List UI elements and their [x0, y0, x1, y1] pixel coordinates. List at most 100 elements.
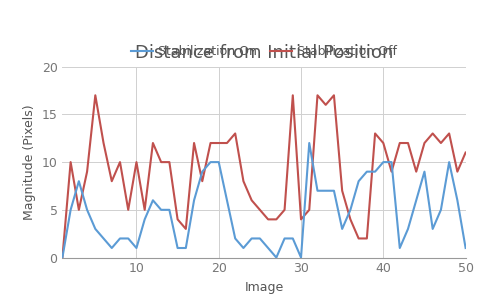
- Stabilization On: [372, 170, 378, 173]
- Line: Stabilization On: Stabilization On: [62, 143, 466, 258]
- Stabilization On: [323, 189, 329, 193]
- Stabilization Off: [306, 208, 312, 211]
- Stabilization Off: [175, 218, 180, 221]
- Stabilization On: [397, 246, 403, 250]
- Stabilization Off: [265, 218, 271, 221]
- Stabilization Off: [208, 141, 214, 145]
- Stabilization On: [191, 198, 197, 202]
- Stabilization On: [60, 256, 65, 259]
- Stabilization Off: [232, 132, 238, 135]
- Stabilization On: [356, 179, 361, 183]
- Stabilization On: [68, 208, 73, 211]
- Stabilization On: [282, 237, 288, 240]
- Stabilization On: [232, 237, 238, 240]
- Stabilization On: [413, 198, 419, 202]
- Stabilization On: [158, 208, 164, 211]
- Stabilization Off: [199, 179, 205, 183]
- Stabilization Off: [298, 218, 304, 221]
- Stabilization Off: [356, 237, 361, 240]
- Stabilization Off: [257, 208, 263, 211]
- Stabilization Off: [274, 218, 279, 221]
- Stabilization On: [446, 160, 452, 164]
- Stabilization On: [265, 246, 271, 250]
- Stabilization On: [421, 170, 427, 173]
- Stabilization Off: [101, 141, 107, 145]
- Stabilization Off: [405, 141, 411, 145]
- Stabilization On: [109, 246, 115, 250]
- Stabilization Off: [323, 103, 329, 107]
- Stabilization On: [290, 237, 296, 240]
- Stabilization Off: [314, 93, 320, 97]
- Stabilization On: [117, 237, 123, 240]
- Stabilization Off: [446, 132, 452, 135]
- Stabilization On: [306, 141, 312, 145]
- Stabilization Off: [150, 141, 156, 145]
- Stabilization Off: [216, 141, 222, 145]
- Stabilization On: [430, 227, 435, 231]
- Stabilization Off: [364, 237, 370, 240]
- Stabilization On: [183, 246, 189, 250]
- Stabilization Off: [60, 256, 65, 259]
- Stabilization On: [455, 198, 460, 202]
- Y-axis label: Magnitude (Pixels): Magnitude (Pixels): [23, 104, 36, 220]
- Stabilization On: [208, 160, 214, 164]
- Stabilization Off: [133, 160, 139, 164]
- Stabilization On: [133, 246, 139, 250]
- Stabilization On: [298, 256, 304, 259]
- Stabilization Off: [290, 93, 296, 97]
- Stabilization On: [438, 208, 444, 211]
- Stabilization On: [364, 170, 370, 173]
- Stabilization Off: [249, 198, 254, 202]
- Stabilization On: [175, 246, 180, 250]
- Stabilization On: [93, 227, 98, 231]
- Stabilization On: [224, 198, 230, 202]
- Stabilization On: [216, 160, 222, 164]
- Stabilization Off: [389, 170, 395, 173]
- Legend: Stabilization On, Stabilization Off: Stabilization On, Stabilization Off: [126, 41, 402, 63]
- Stabilization On: [314, 189, 320, 193]
- Stabilization Off: [397, 141, 403, 145]
- Stabilization On: [76, 179, 82, 183]
- Stabilization On: [240, 246, 246, 250]
- Stabilization Off: [372, 132, 378, 135]
- Stabilization Off: [430, 132, 435, 135]
- Line: Stabilization Off: Stabilization Off: [62, 95, 466, 258]
- Stabilization Off: [413, 170, 419, 173]
- Stabilization On: [84, 208, 90, 211]
- Stabilization Off: [282, 208, 288, 211]
- Stabilization On: [331, 189, 337, 193]
- Stabilization On: [348, 208, 353, 211]
- Stabilization Off: [240, 179, 246, 183]
- Stabilization Off: [76, 208, 82, 211]
- Stabilization Off: [167, 160, 172, 164]
- Stabilization Off: [421, 141, 427, 145]
- Stabilization On: [274, 256, 279, 259]
- Stabilization Off: [381, 141, 386, 145]
- Stabilization Off: [331, 93, 337, 97]
- Title: Distance from Initial Position: Distance from Initial Position: [135, 44, 393, 62]
- Stabilization Off: [339, 189, 345, 193]
- Stabilization On: [101, 237, 107, 240]
- Stabilization Off: [93, 93, 98, 97]
- Stabilization On: [167, 208, 172, 211]
- Stabilization Off: [158, 160, 164, 164]
- Stabilization Off: [109, 179, 115, 183]
- X-axis label: Image: Image: [244, 281, 284, 294]
- Stabilization Off: [142, 208, 147, 211]
- Stabilization Off: [438, 141, 444, 145]
- Stabilization On: [125, 237, 131, 240]
- Stabilization On: [381, 160, 386, 164]
- Stabilization On: [339, 227, 345, 231]
- Stabilization Off: [84, 170, 90, 173]
- Stabilization Off: [455, 170, 460, 173]
- Stabilization Off: [125, 208, 131, 211]
- Stabilization On: [257, 237, 263, 240]
- Stabilization Off: [348, 218, 353, 221]
- Stabilization Off: [68, 160, 73, 164]
- Stabilization Off: [224, 141, 230, 145]
- Stabilization Off: [191, 141, 197, 145]
- Stabilization On: [405, 227, 411, 231]
- Stabilization Off: [117, 160, 123, 164]
- Stabilization Off: [183, 227, 189, 231]
- Stabilization Off: [463, 151, 468, 154]
